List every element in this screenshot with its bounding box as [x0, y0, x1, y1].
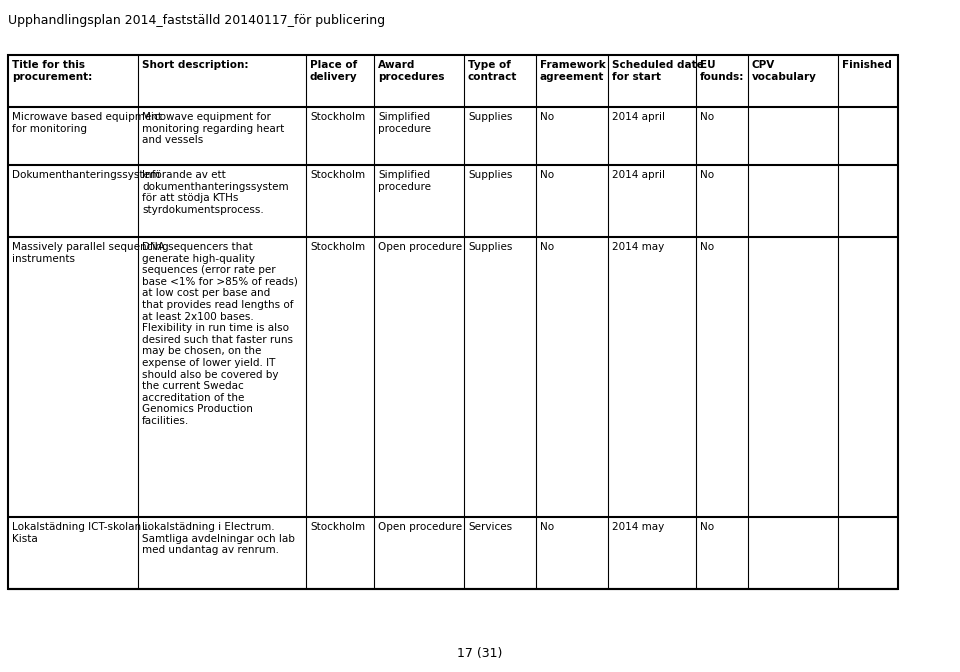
Text: Supplies: Supplies — [468, 170, 513, 180]
Text: Open procedure: Open procedure — [378, 522, 462, 532]
Text: No: No — [700, 170, 714, 180]
Text: No: No — [700, 522, 714, 532]
Text: Massively parallel sequencing
instruments: Massively parallel sequencing instrument… — [12, 242, 169, 263]
Text: No: No — [540, 522, 554, 532]
Text: No: No — [540, 242, 554, 252]
Text: Open procedure: Open procedure — [378, 242, 462, 252]
Text: 2014 april: 2014 april — [612, 112, 665, 122]
Text: Lokalstädning i Electrum.
Samtliga avdelningar och lab
med undantag av renrum.: Lokalstädning i Electrum. Samtliga avdel… — [142, 522, 295, 555]
Text: Type of
contract: Type of contract — [468, 60, 517, 81]
Text: EU
founds:: EU founds: — [700, 60, 744, 81]
Text: No: No — [540, 112, 554, 122]
Text: 2014 may: 2014 may — [612, 522, 664, 532]
Text: 2014 may: 2014 may — [612, 242, 664, 252]
Text: CPV
vocabulary: CPV vocabulary — [752, 60, 817, 81]
Text: Simplified
procedure: Simplified procedure — [378, 112, 431, 134]
Text: Supplies: Supplies — [468, 242, 513, 252]
Text: Scheduled date
for start: Scheduled date for start — [612, 60, 704, 81]
Text: Stockholm: Stockholm — [310, 522, 365, 532]
Text: Title for this
procurement:: Title for this procurement: — [12, 60, 92, 81]
Text: Place of
delivery: Place of delivery — [310, 60, 358, 81]
Text: Micowave equipment for
monitoring regarding heart
and vessels: Micowave equipment for monitoring regard… — [142, 112, 284, 145]
Text: Dokumenthanteringssystem: Dokumenthanteringssystem — [12, 170, 160, 180]
Text: Införande av ett
dokumenthanteringssystem
för att stödja KTHs
styrdokumentsproce: Införande av ett dokumenthanteringssyste… — [142, 170, 289, 215]
Text: Award
procedures: Award procedures — [378, 60, 444, 81]
Text: Simplified
procedure: Simplified procedure — [378, 170, 431, 192]
Text: Stockholm: Stockholm — [310, 170, 365, 180]
Text: No: No — [700, 112, 714, 122]
Text: Short description:: Short description: — [142, 60, 249, 70]
Text: Supplies: Supplies — [468, 112, 513, 122]
Text: Upphandlingsplan 2014_fastställd 20140117_för publicering: Upphandlingsplan 2014_fastställd 2014011… — [8, 14, 385, 27]
Text: Lokalstädning ICT-skolan i
Kista: Lokalstädning ICT-skolan i Kista — [12, 522, 148, 544]
Text: DNA sequencers that
generate high-quality
sequences (error rate per
base <1% for: DNA sequencers that generate high-qualit… — [142, 242, 298, 426]
Text: 2014 april: 2014 april — [612, 170, 665, 180]
Text: Microwave based equipment
for monitoring: Microwave based equipment for monitoring — [12, 112, 162, 134]
Text: Framework
agreement: Framework agreement — [540, 60, 606, 81]
Bar — [8, 55, 898, 589]
Text: Stockholm: Stockholm — [310, 112, 365, 122]
Text: Services: Services — [468, 522, 512, 532]
Text: 17 (31): 17 (31) — [457, 647, 503, 660]
Text: No: No — [700, 242, 714, 252]
Text: Stockholm: Stockholm — [310, 242, 365, 252]
Text: No: No — [540, 170, 554, 180]
Text: Finished: Finished — [842, 60, 892, 70]
